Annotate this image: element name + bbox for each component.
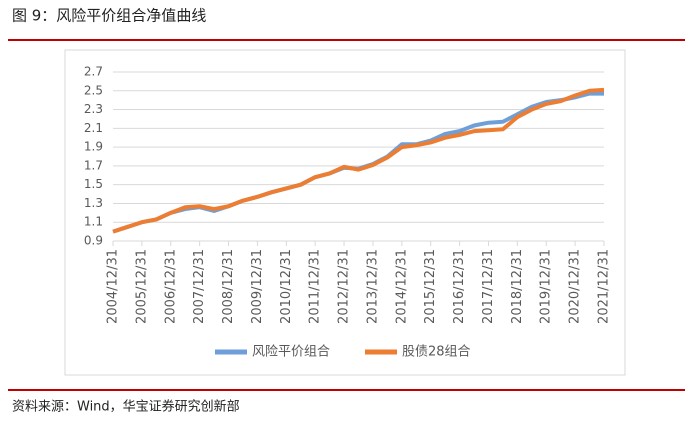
legend-label: 风险平价组合 — [252, 345, 330, 360]
chart-title: 图 9：风险平价组合净值曲线 — [12, 7, 206, 25]
x-tick-label: 2014/12/31 — [394, 249, 409, 324]
y-tick-label: 2.1 — [84, 121, 103, 135]
x-tick-label: 2011/12/31 — [308, 249, 323, 324]
x-tick-label: 2016/12/31 — [452, 249, 467, 324]
x-tick-label: 2009/12/31 — [250, 249, 265, 324]
y-tick-label: 2.3 — [84, 102, 103, 116]
x-tick-label: 2012/12/31 — [337, 249, 352, 324]
series-line — [112, 91, 604, 234]
x-tick-label: 2005/12/31 — [134, 249, 149, 324]
y-tick-label: 1.1 — [84, 215, 103, 229]
x-tick-label: 2021/12/31 — [597, 249, 612, 324]
x-tick-label: 2017/12/31 — [481, 249, 496, 324]
y-tick-label: 1.3 — [84, 196, 103, 210]
y-tick-label: 1.5 — [84, 177, 103, 191]
source-note: 资料来源：Wind，华宝证券研究创新部 — [12, 399, 240, 415]
y-tick-label: 0.9 — [84, 234, 103, 248]
y-tick-label: 2.7 — [84, 65, 103, 79]
x-tick-label: 2008/12/31 — [221, 249, 236, 324]
y-tick-label: 1.9 — [84, 140, 103, 154]
x-tick-label: 2020/12/31 — [568, 249, 583, 324]
x-tick-label: 2015/12/31 — [423, 249, 438, 324]
chart-frame — [64, 49, 626, 376]
x-tick-label: 2007/12/31 — [192, 249, 207, 324]
x-tick-label: 2018/12/31 — [510, 249, 525, 324]
x-tick-label: 2019/12/31 — [539, 249, 554, 324]
y-tick-label: 1.7 — [84, 158, 103, 172]
x-tick-label: 2013/12/31 — [365, 249, 380, 324]
legend-label: 股债28组合 — [402, 345, 471, 360]
series-line — [112, 87, 605, 234]
x-tick-label: 2004/12/31 — [106, 249, 121, 324]
x-tick-label: 2010/12/31 — [279, 249, 294, 324]
x-tick-label: 2006/12/31 — [163, 249, 178, 324]
y-tick-label: 2.5 — [84, 83, 103, 97]
